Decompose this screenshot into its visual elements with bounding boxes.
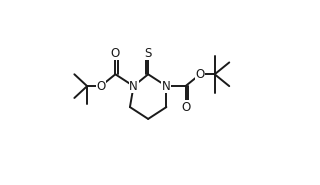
Text: S: S (144, 47, 152, 60)
Text: N: N (129, 80, 138, 93)
Text: O: O (111, 47, 120, 60)
Text: O: O (96, 80, 105, 93)
Text: N: N (162, 80, 171, 93)
Text: O: O (196, 68, 205, 81)
Text: O: O (181, 101, 190, 114)
